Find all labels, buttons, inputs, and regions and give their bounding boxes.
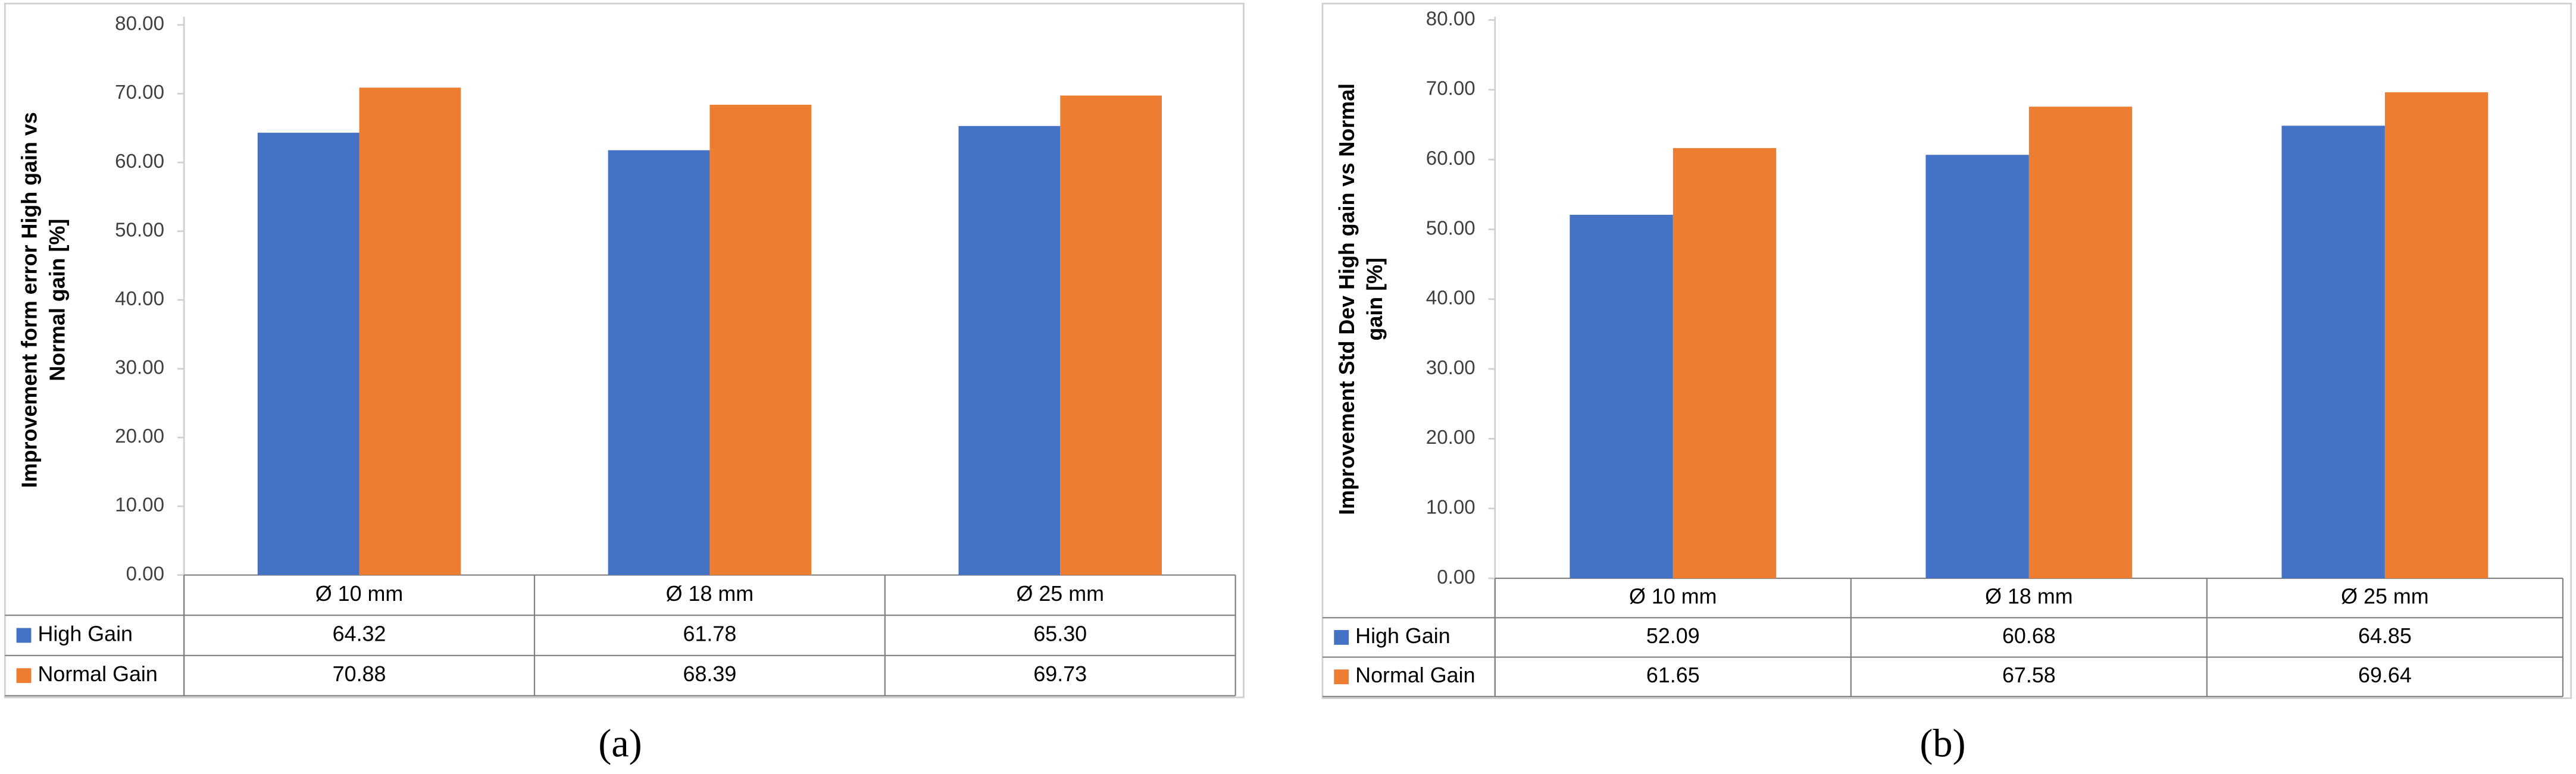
data-label: 64.85 [2358, 624, 2412, 648]
y-tick-label: 0.00 [1437, 566, 1475, 588]
y-tick-label: 60.00 [1426, 148, 1475, 170]
legend-swatch [1334, 669, 1349, 685]
legend-label: Normal Gain [1355, 663, 1475, 687]
bar [359, 87, 461, 575]
y-axis-title: Improvement Std Dev High gain vs Normal g… [1336, 83, 1387, 515]
y-tick-label: 70.00 [115, 82, 164, 104]
bar [2384, 92, 2489, 579]
y-tick-label: 30.00 [1426, 357, 1475, 379]
bar [958, 126, 1061, 575]
category-label: Ø 18 mm [666, 582, 754, 606]
data-label: 68.39 [683, 662, 737, 686]
y-tick-label: 80.00 [1426, 8, 1475, 30]
bar [1925, 155, 2029, 579]
bar [2028, 106, 2133, 579]
legend-label: Normal Gain [37, 662, 157, 686]
y-tick-label: 30.00 [115, 357, 164, 379]
category-label: Ø 25 mm [1016, 582, 1104, 606]
data-label: 69.64 [2358, 663, 2412, 687]
y-tick-label: 20.00 [115, 425, 164, 447]
y-tick-label: 80.00 [115, 13, 164, 35]
data-label: 61.78 [683, 622, 737, 645]
legend-swatch [1334, 630, 1349, 645]
y-tick-label: 10.00 [115, 494, 164, 516]
y-axis-title-line: Improvement form error High gain vs [18, 112, 42, 488]
data-label: 60.68 [2002, 624, 2056, 648]
panel-label: (a) [598, 722, 642, 766]
category-label: Ø 10 mm [1629, 585, 1717, 609]
category-label: Ø 25 mm [2341, 585, 2429, 609]
y-axis-title-line: Normal gain [%] [46, 219, 70, 381]
y-axis-title-line: gain [%] [1364, 258, 1387, 341]
panel-label: (b) [1920, 722, 1965, 766]
y-tick-label: 70.00 [1426, 78, 1475, 100]
bar [608, 150, 710, 575]
chart-frame [1321, 2, 2572, 699]
bar [1060, 95, 1162, 575]
y-tick-label: 40.00 [115, 288, 164, 310]
data-label: 65.30 [1033, 622, 1087, 645]
bar [257, 133, 359, 575]
legend-label: High Gain [37, 622, 133, 645]
chart-frame [4, 2, 1245, 698]
y-tick-label: 20.00 [1426, 427, 1475, 449]
category-label: Ø 18 mm [1985, 585, 2073, 609]
data-label: 52.09 [1646, 624, 1700, 648]
y-tick-label: 40.00 [1426, 287, 1475, 309]
bar [2281, 126, 2385, 579]
y-axis-title: Improvement form error High gain vs Norma… [18, 112, 70, 488]
y-axis-title-line: Improvement Std Dev High gain vs Normal [1336, 83, 1359, 515]
y-tick-label: 60.00 [115, 151, 164, 173]
data-label: 67.58 [2002, 663, 2056, 687]
category-label: Ø 10 mm [315, 582, 404, 606]
legend-swatch [16, 668, 32, 684]
bar [709, 105, 812, 575]
legend-label: High Gain [1355, 624, 1450, 648]
y-tick-label: 50.00 [115, 219, 164, 241]
data-label: 64.32 [333, 622, 386, 645]
data-label: 61.65 [1646, 663, 1700, 687]
y-tick-label: 0.00 [126, 563, 164, 585]
data-label: 69.73 [1033, 662, 1087, 686]
data-label: 70.88 [333, 662, 386, 686]
legend-swatch [16, 628, 32, 643]
y-tick-label: 50.00 [1426, 217, 1475, 239]
bar [1672, 148, 1777, 579]
bar [1570, 215, 1673, 579]
y-tick-label: 10.00 [1426, 497, 1475, 519]
